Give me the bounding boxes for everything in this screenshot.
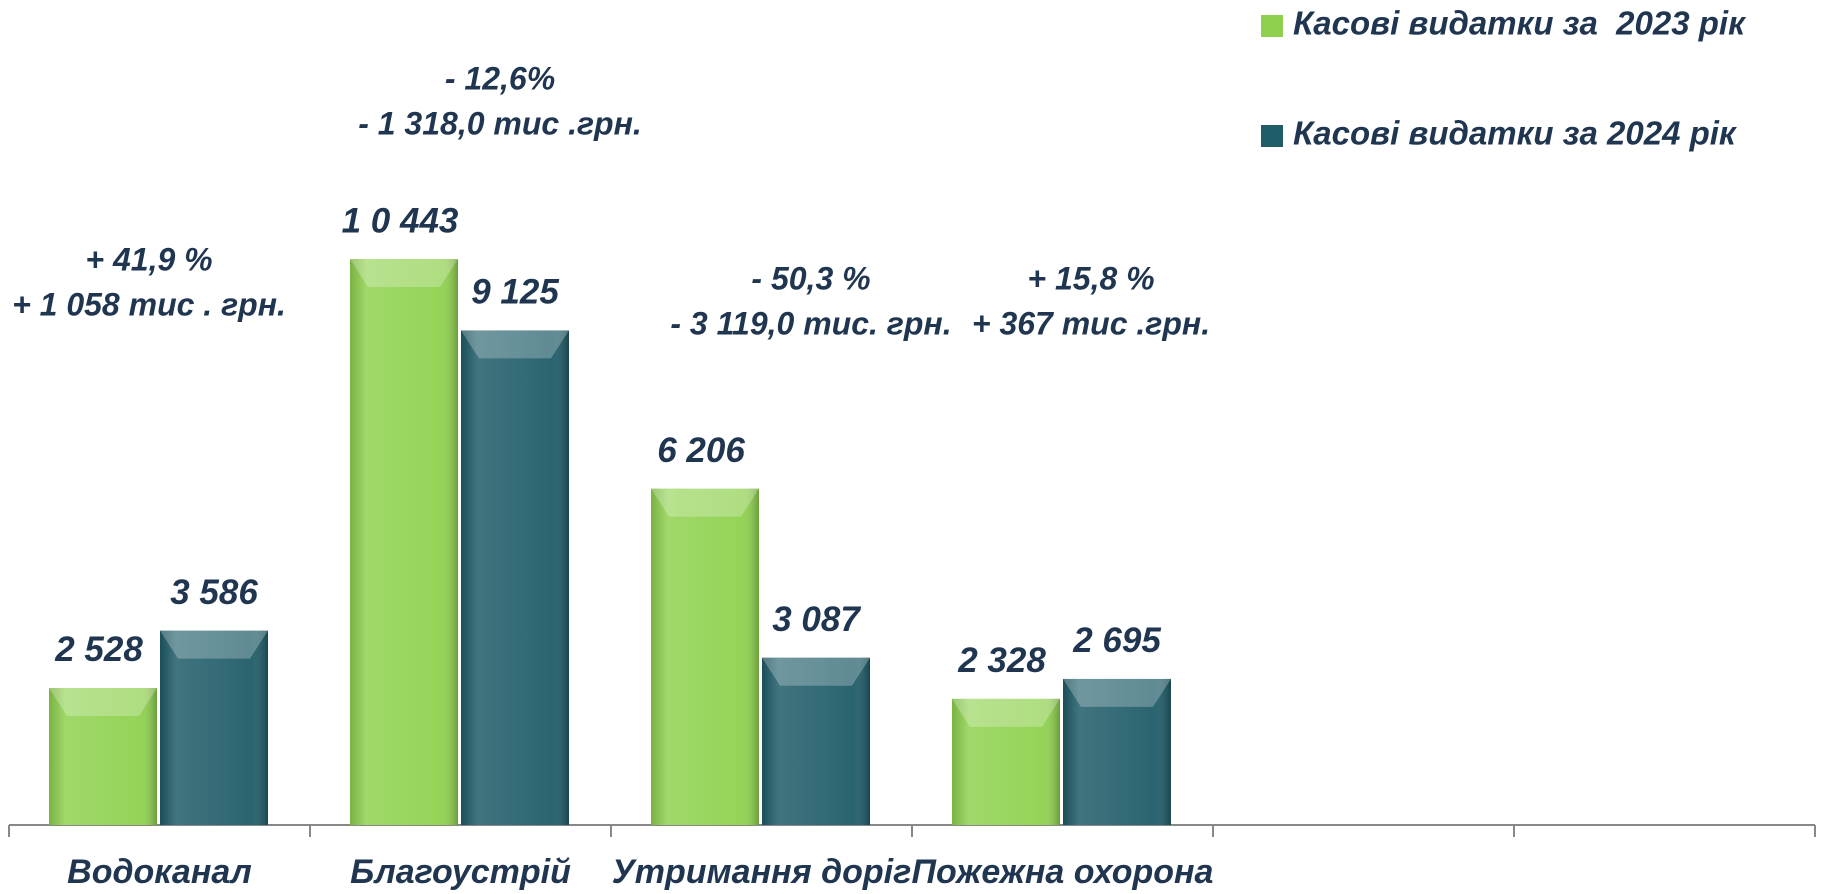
value-label: 2 528 — [54, 630, 143, 669]
bar-bevel — [762, 657, 870, 686]
value-label: 2 695 — [1072, 621, 1161, 660]
annotation: + 41,9 % — [85, 241, 212, 277]
annotation: - 12,6% — [445, 60, 555, 96]
annotation: - 50,3 % — [751, 260, 870, 296]
annotation: + 1 058 тис . грн. — [12, 286, 286, 322]
annotation: + 367 тис .грн. — [972, 305, 1210, 341]
value-label: 9 125 — [471, 273, 559, 312]
bar-bevel — [350, 259, 458, 287]
bar-bevel — [952, 698, 1060, 727]
bar-shine — [762, 657, 870, 825]
bar-shine — [952, 698, 1060, 825]
x-tick-label: Водоканал — [67, 853, 252, 891]
bar-bevel — [1063, 678, 1171, 707]
annotation: + 15,8 % — [1027, 260, 1154, 296]
value-label: 3 087 — [772, 600, 861, 639]
bar-bevel — [49, 687, 157, 716]
bar-shine — [461, 330, 569, 825]
bar-shine — [350, 259, 458, 825]
value-label: 6 206 — [657, 431, 745, 470]
value-label: 1 0 443 — [342, 201, 459, 240]
annotation: - 1 318,0 тис .грн. — [358, 105, 642, 141]
value-label: 3 586 — [170, 573, 258, 612]
bar-shine — [651, 488, 759, 825]
x-tick-label: Пожежна охорона — [912, 853, 1214, 891]
value-label: 2 328 — [957, 641, 1046, 680]
bar-bevel — [651, 488, 759, 517]
legend-swatch — [1261, 15, 1283, 37]
legend-swatch — [1261, 125, 1283, 147]
bar-bevel — [160, 630, 268, 659]
legend-label: Касові видатки за 2023 рік — [1293, 5, 1747, 42]
bar-bevel — [461, 330, 569, 359]
x-tick-label: Утримання доріг — [612, 853, 912, 891]
legend-label: Касові видатки за 2024 рік — [1293, 115, 1738, 152]
bar-shine — [49, 687, 157, 825]
bar-shine — [160, 630, 268, 825]
bar-shine — [1063, 678, 1171, 825]
x-tick-label: Благоустрій — [350, 853, 571, 891]
annotation: - 3 119,0 тис. грн. — [670, 305, 951, 341]
